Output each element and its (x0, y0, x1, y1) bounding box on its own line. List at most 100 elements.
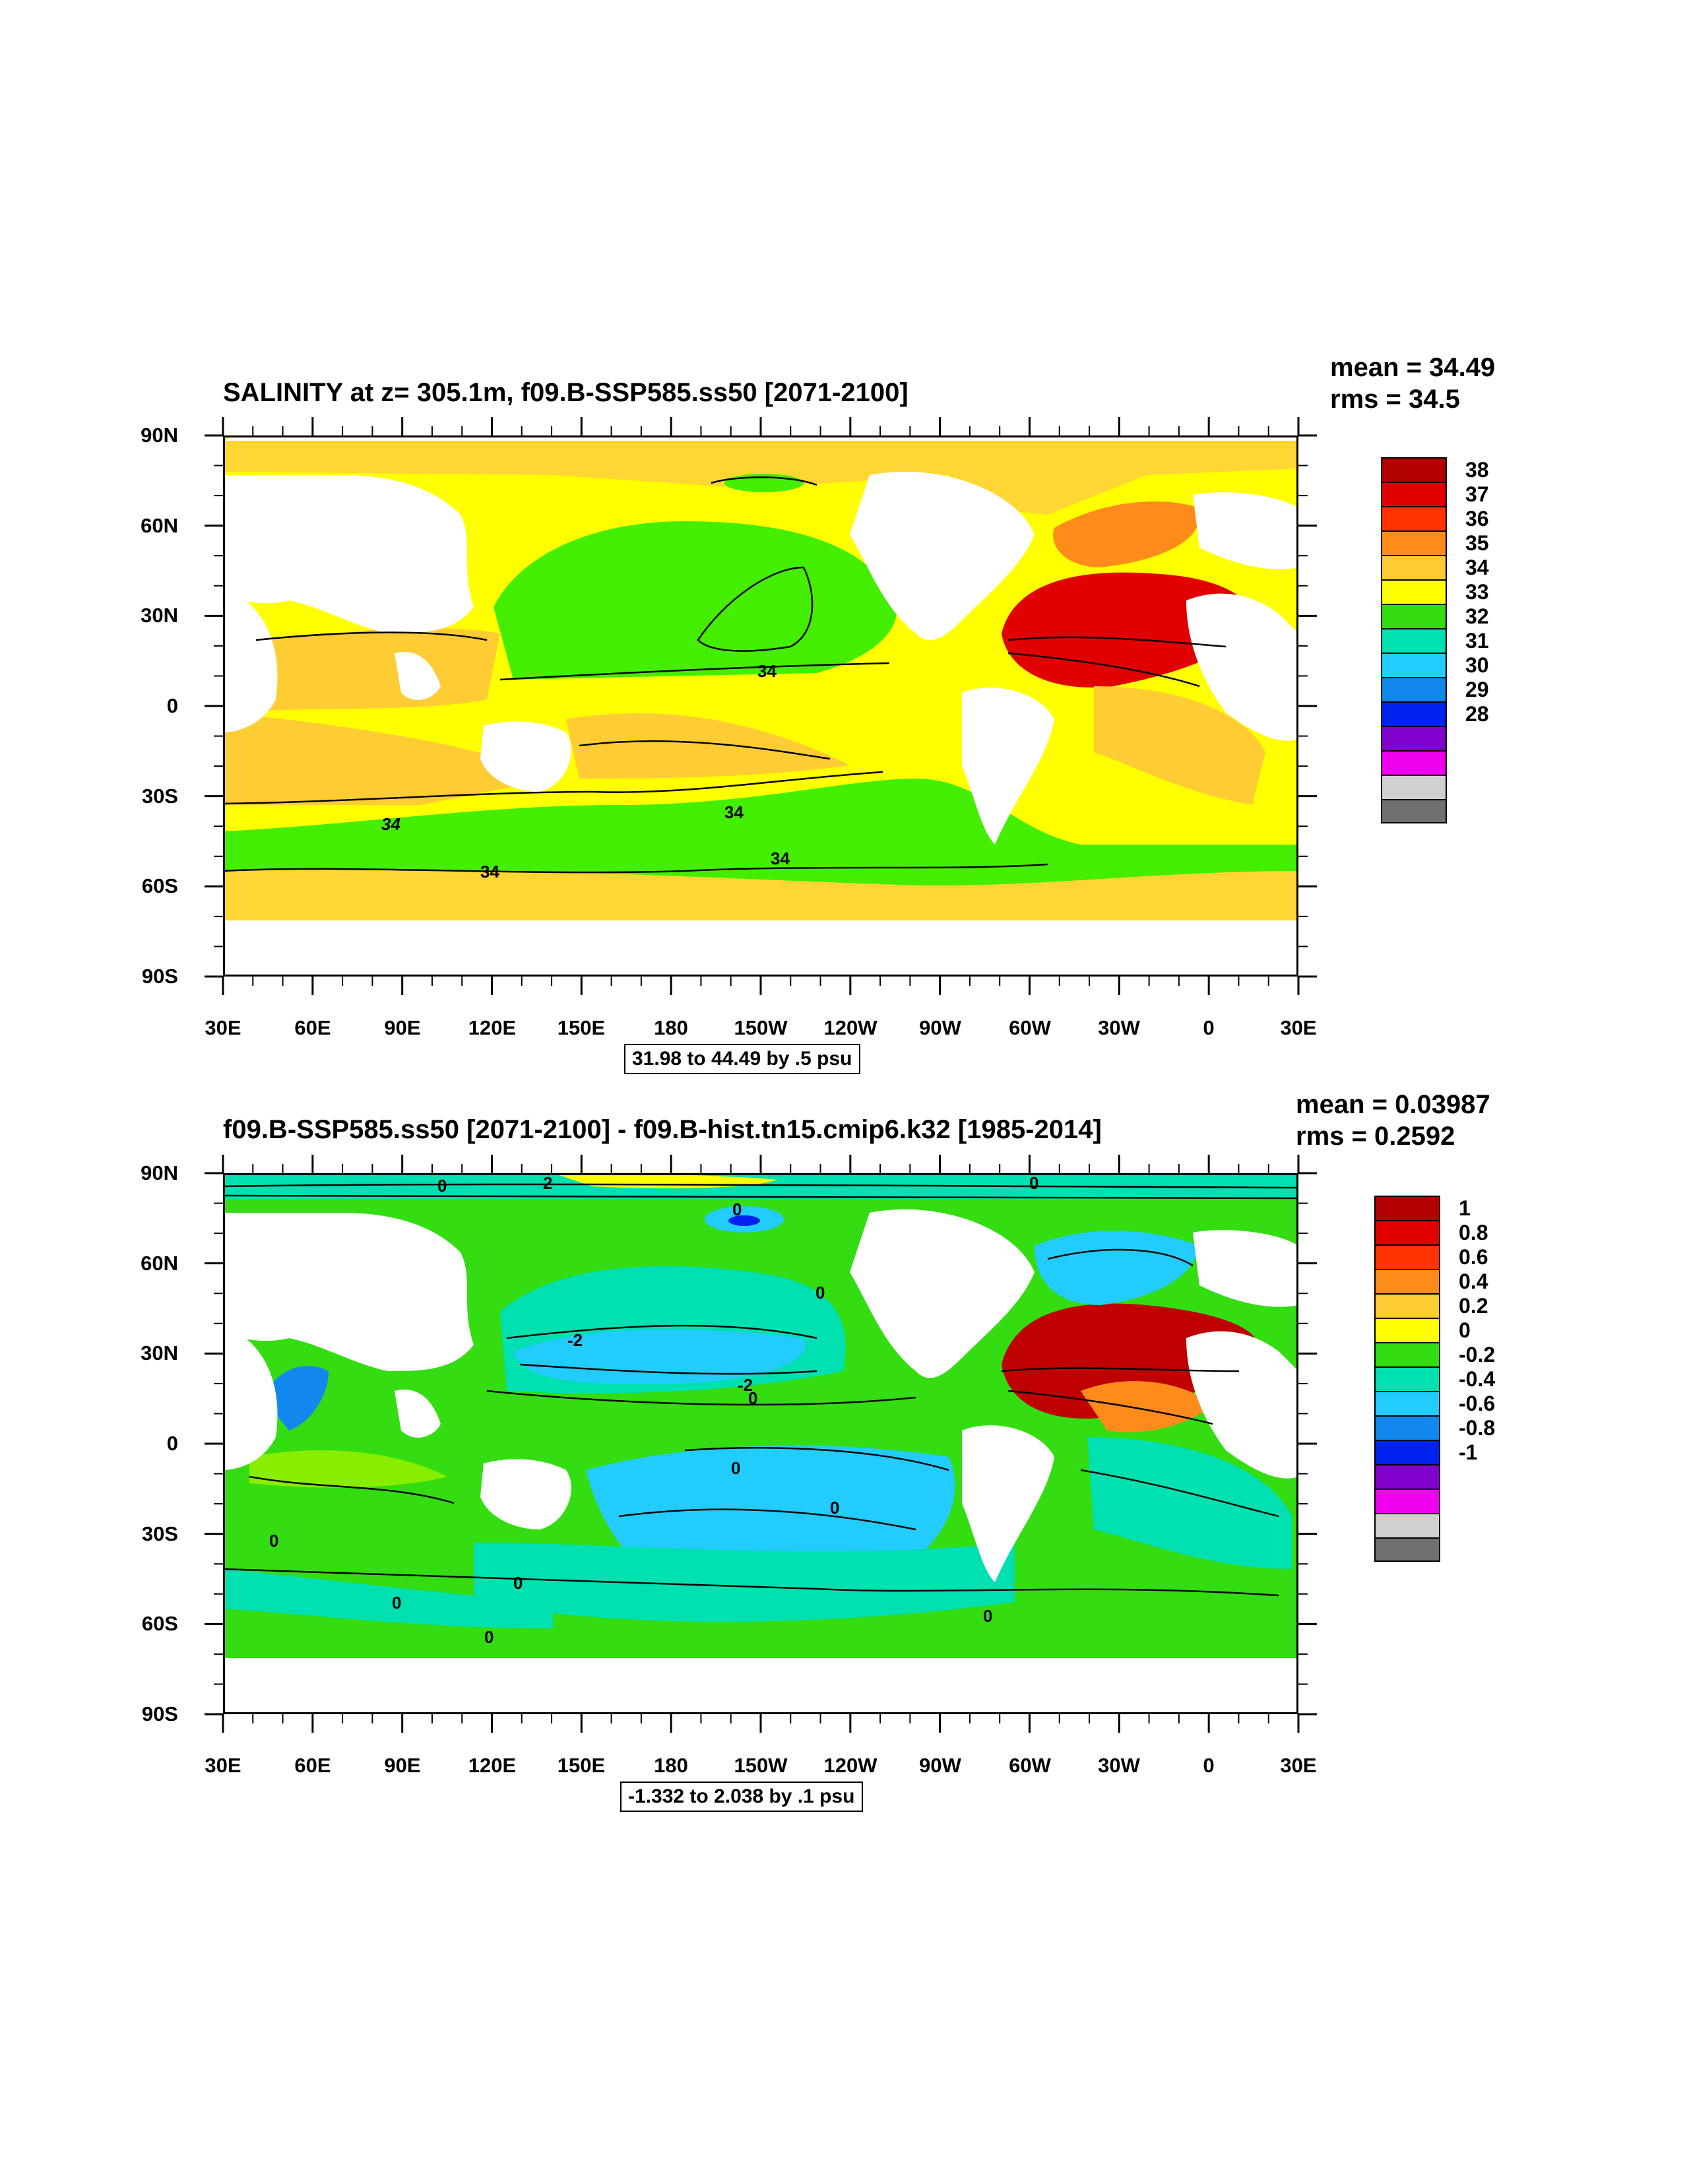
top-europe-land (1193, 492, 1298, 569)
top-colorbar-swatch (1381, 628, 1447, 653)
bottom-colorbar-label: 0.4 (1459, 1269, 1488, 1293)
bottom-x-label: 150W (734, 1754, 788, 1777)
bottom-x-label: 120E (468, 1754, 517, 1777)
bottom-colorbar-swatch (1374, 1318, 1440, 1342)
bottom-contour-label: -2 (567, 1330, 583, 1350)
bottom-south-america-land (962, 1425, 1054, 1582)
bottom-antarctica-land (223, 1658, 1298, 1714)
bottom-north-pacific-blue (513, 1329, 806, 1384)
bottom-contour-label: 2 (543, 1173, 552, 1193)
bottom-contour-range: -1.332 to 2.038 by .1 psu (620, 1782, 863, 1812)
bottom-x-label: 60E (294, 1754, 331, 1777)
top-colorbar-label: 32 (1465, 604, 1489, 628)
bottom-y-label-90s: 90S (141, 1702, 178, 1725)
bottom-colorbar-label: 0 (1459, 1318, 1471, 1342)
bottom-colorbar-swatch (1374, 1537, 1440, 1562)
top-colorbar-label: 35 (1465, 530, 1489, 555)
bottom-colorbar-swatch (1374, 1391, 1440, 1415)
top-colorbar-swatch (1381, 726, 1447, 750)
bottom-y-label-90n: 90N (141, 1161, 178, 1184)
bottom-contour-label: 0 (815, 1283, 825, 1302)
bottom-india-land (395, 1390, 441, 1438)
top-colorbar-swatch (1381, 506, 1447, 530)
bottom-colorbar-swatch (1374, 1293, 1440, 1318)
top-north-edge (223, 435, 1298, 441)
bottom-contour-label: 0 (392, 1593, 401, 1613)
bottom-panel-stats: mean = 0.03987 rms = 0.2592 (1296, 1089, 1490, 1152)
bottom-arctic-strip (223, 1173, 1298, 1200)
top-x-label: 120E (468, 1016, 517, 1039)
top-y-label-0: 0 (166, 694, 178, 717)
bottom-x-label: 90W (919, 1754, 961, 1777)
bottom-x-label: 60W (1009, 1754, 1051, 1777)
top-south-america-land (962, 688, 1054, 845)
bottom-colorbar-label: -0.6 (1459, 1391, 1496, 1415)
bottom-colorbar-label: 0.6 (1459, 1244, 1488, 1269)
top-contour-label: 34 (381, 814, 400, 834)
top-north-america-land (850, 471, 1035, 641)
bottom-colorbar-label: -1 (1459, 1440, 1478, 1464)
top-y-label-60n: 60N (141, 514, 178, 537)
top-colorbar-swatch (1381, 579, 1447, 604)
bottom-colorbar-label: 1 (1459, 1196, 1471, 1220)
top-panel-stats: mean = 34.49 rms = 34.5 (1330, 352, 1495, 415)
top-colorbar-label: 33 (1465, 579, 1489, 604)
bottom-atlantic-orange (1081, 1381, 1213, 1432)
bottom-europe-land (1193, 1230, 1298, 1307)
bottom-indian-band (249, 1450, 447, 1488)
bottom-contour-label: 0 (748, 1388, 757, 1408)
top-contour-label: 34 (724, 802, 744, 822)
bottom-colorbar-swatch (1374, 1464, 1440, 1489)
bottom-y-label-0: 0 (166, 1432, 178, 1455)
bottom-arabian-blue (263, 1366, 329, 1430)
bottom-contour-label: 0 (731, 1458, 740, 1478)
bottom-x-label: 180 (654, 1754, 688, 1777)
bottom-contour-label: -2 (738, 1375, 753, 1395)
top-x-label: 150W (734, 1016, 788, 1039)
top-mean: mean = 34.49 (1330, 353, 1496, 382)
bottom-x-label: 150E (557, 1754, 606, 1777)
top-x-label: 150E (557, 1016, 606, 1039)
top-contour-label: 34 (480, 862, 499, 882)
bottom-colorbar-swatch (1374, 1196, 1440, 1220)
bottom-contour-label: 0 (513, 1573, 523, 1593)
bottom-southern-cyan (474, 1543, 1015, 1622)
bottom-colorbar-label: 0.2 (1459, 1293, 1488, 1318)
top-asia-land (223, 475, 474, 633)
bottom-y-label-60n: 60N (141, 1252, 178, 1275)
bottom-colorbar-label: -0.8 (1459, 1415, 1496, 1440)
top-y-label-90n: 90N (141, 424, 178, 447)
top-colorbar-label: 30 (1465, 653, 1489, 677)
top-colorbar-label: 31 (1465, 628, 1489, 653)
top-colorbar-swatch (1381, 799, 1447, 823)
bottom-colorbar-swatch (1374, 1220, 1440, 1244)
top-colorbar-label: 36 (1465, 506, 1489, 530)
bottom-contour-label: 0 (437, 1176, 447, 1196)
bottom-africa-east-land (1186, 1331, 1298, 1479)
bottom-rms: rms = 0.2592 (1296, 1122, 1455, 1151)
bottom-difference-map: 0 2 0 0 -2 -2 0 0 0 0 0 0 0 0 0 (223, 1173, 1298, 1714)
bottom-contour-label: 0 (830, 1498, 839, 1518)
bottom-x-label: 120W (823, 1754, 877, 1777)
top-north-pacific-green (494, 521, 897, 680)
top-southern-green (223, 779, 1298, 886)
top-colorbar-label: 38 (1465, 457, 1489, 482)
bottom-colorbar-swatch (1374, 1415, 1440, 1440)
bottom-arctic-deep-blue (728, 1215, 760, 1226)
top-africa-east-land (1186, 593, 1298, 741)
top-colorbar (1381, 457, 1447, 823)
bottom-y-label-30s: 30S (141, 1522, 178, 1545)
bottom-contour-label: 0 (732, 1200, 742, 1219)
bottom-panel-title: f09.B-SSP585.ss50 [2071-2100] - f09.B-hi… (223, 1115, 1102, 1144)
bottom-asia-land (223, 1213, 474, 1371)
top-y-label-30n: 30N (141, 604, 178, 627)
top-labrador-orange (1053, 501, 1200, 567)
bottom-contour-label: 0 (484, 1627, 494, 1647)
top-contour-label: 34 (771, 849, 790, 868)
top-south-atlantic-orange (1094, 686, 1265, 805)
bottom-australia-land (480, 1459, 571, 1529)
bottom-colorbar-swatch (1374, 1244, 1440, 1269)
top-colorbar-swatch (1381, 457, 1447, 482)
bottom-map-svg: 0 2 0 0 -2 -2 0 0 0 0 0 0 0 0 0 (223, 1173, 1298, 1714)
top-contours (223, 476, 1227, 874)
